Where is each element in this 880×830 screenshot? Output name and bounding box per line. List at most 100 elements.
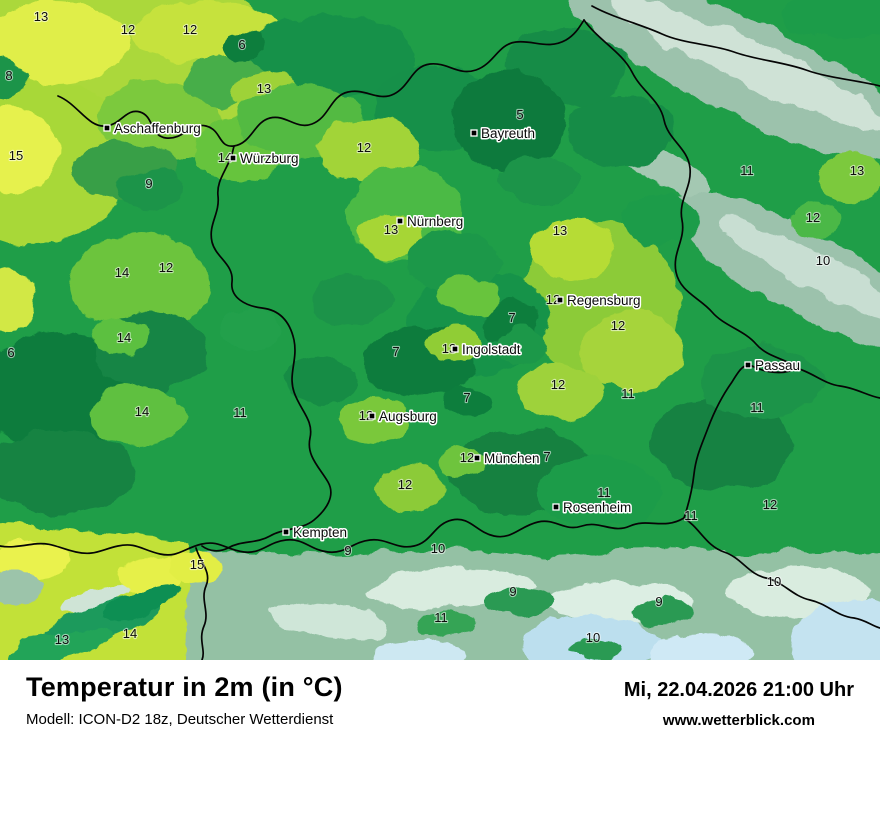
temperature-value: 14 [117, 330, 131, 345]
city-label: Augsburg [379, 409, 437, 424]
city-label: Würzburg [240, 151, 299, 166]
footer-panel: Temperatur in 2m (in °C) Modell: ICON-D2… [0, 660, 880, 830]
temperature-field [0, 0, 880, 660]
temperature-value: 10 [816, 253, 830, 268]
city-dot-icon [396, 217, 404, 225]
temperature-value: 12 [551, 377, 565, 392]
city-marker: Rosenheim [552, 499, 633, 517]
temperature-value: 12 [398, 477, 412, 492]
footer-right: Mi, 22.04.2026 21:00 Uhr www.wetterblick… [624, 672, 854, 729]
temperature-value: 13 [553, 223, 567, 238]
city-label: Kempten [293, 525, 347, 540]
temperature-value: 11 [740, 163, 754, 178]
temperature-value: 13 [34, 9, 48, 24]
temperature-value: 13 [257, 81, 271, 96]
temperature-value: 9 [145, 176, 152, 191]
border-line [683, 364, 797, 519]
temperature-value: 8 [5, 68, 12, 83]
temperature-value: 5 [516, 107, 523, 122]
temperature-value: 12 [183, 22, 197, 37]
website-url: www.wetterblick.com [662, 712, 815, 729]
temperature-value: 9 [344, 543, 351, 558]
city-dot-icon [368, 412, 376, 420]
city-label: München [484, 451, 540, 466]
temperature-value: 14 [218, 150, 232, 165]
city-label: Regensburg [567, 293, 641, 308]
city-dot-icon [229, 154, 237, 162]
border-line [795, 367, 880, 399]
valid-datetime: Mi, 22.04.2026 21:00 Uhr [623, 679, 854, 701]
map-canvas: 13 12 12 6 8 13 5 12 15 14 9 11 13 12 10 13 13 12 14 12 7 12 1… [0, 0, 880, 660]
border-line [591, 5, 880, 87]
city-label: Passau [755, 358, 800, 373]
temperature-value: 7 [463, 390, 470, 405]
city-marker: Ingolstadt [451, 341, 522, 359]
temperature-value: 12 [121, 22, 135, 37]
temperature-value: 7 [508, 310, 515, 325]
temperature-value: 6 [7, 345, 14, 360]
city-marker: Bayreuth [470, 125, 537, 143]
border-line [583, 19, 797, 369]
temperature-value: 12 [806, 210, 820, 225]
temperature-value: 15 [9, 148, 23, 163]
temperature-value: 12 [357, 140, 371, 155]
temperature-value: 15 [190, 557, 204, 572]
border-line [0, 517, 685, 556]
temperature-value: 14 [135, 404, 149, 419]
temperature-value: 11 [621, 386, 635, 401]
city-dot-icon [103, 124, 111, 132]
temperature-value: 13 [384, 222, 398, 237]
temperature-value: 11 [684, 508, 698, 523]
temperature-value: 9 [509, 584, 516, 599]
temperature-value: 10 [767, 574, 781, 589]
temperature-value: 11 [750, 400, 764, 415]
city-marker: Nürnberg [396, 213, 465, 231]
city-dot-icon [556, 296, 564, 304]
city-marker: Augsburg [368, 408, 438, 426]
temperature-value: 10 [586, 630, 600, 645]
temperature-value: 13 [55, 632, 69, 647]
temperature-values-layer: 13 12 12 6 8 13 5 12 15 14 9 11 13 12 10 13 13 12 14 12 7 12 1… [4, 8, 865, 648]
city-marker: Kempten [282, 524, 349, 542]
city-marker: Aschaffenburg [103, 120, 202, 138]
temperature-value: 7 [543, 449, 550, 464]
city-dot-icon [552, 503, 560, 511]
temperature-value: 12 [611, 318, 625, 333]
city-label: Bayreuth [481, 126, 535, 141]
model-info: Modell: ICON-D2 18z, Deutscher Wetterdie… [26, 711, 334, 728]
map-title: Temperatur in 2m (in °C) [26, 672, 343, 702]
temperature-value: 10 [431, 541, 445, 556]
footer-left: Temperatur in 2m (in °C) Modell: ICON-D2… [26, 672, 343, 728]
temperature-map: 13 12 12 6 8 13 5 12 15 14 9 11 13 12 10 13 13 12 14 12 7 12 1… [0, 0, 880, 660]
border-line [201, 145, 332, 552]
temperature-value: 14 [123, 626, 137, 641]
city-dot-icon [470, 129, 478, 137]
border-line [57, 19, 585, 147]
temperature-value: 7 [392, 344, 399, 359]
city-marker: Regensburg [556, 292, 642, 310]
temperature-value: 12 [763, 497, 777, 512]
city-label: Rosenheim [563, 500, 631, 515]
city-dot-icon [451, 345, 459, 353]
city-marker: Würzburg [229, 150, 300, 168]
city-label: Ingolstadt [462, 342, 521, 357]
city-label: Nürnberg [407, 214, 463, 229]
city-label: Aschaffenburg [114, 121, 201, 136]
temperature-value: 12 [159, 260, 173, 275]
admin-borders [0, 5, 880, 660]
city-markers-layer: Aschaffenburg Würzburg Bayreuth Nürnberg Reg… [103, 120, 802, 542]
border-line [683, 517, 880, 629]
temperature-value: 11 [597, 485, 611, 500]
temperature-value: 13 [850, 163, 864, 178]
temperature-value: 12 [460, 450, 474, 465]
temperature-value: 11 [434, 610, 448, 625]
temperature-value: 14 [115, 265, 129, 280]
city-marker: Passau [744, 357, 802, 375]
city-marker: München [473, 450, 541, 468]
city-dot-icon [473, 454, 481, 462]
temperature-value: 11 [233, 405, 247, 420]
city-dot-icon [744, 361, 752, 369]
city-dot-icon [282, 528, 290, 536]
temperature-value: 9 [655, 594, 662, 609]
